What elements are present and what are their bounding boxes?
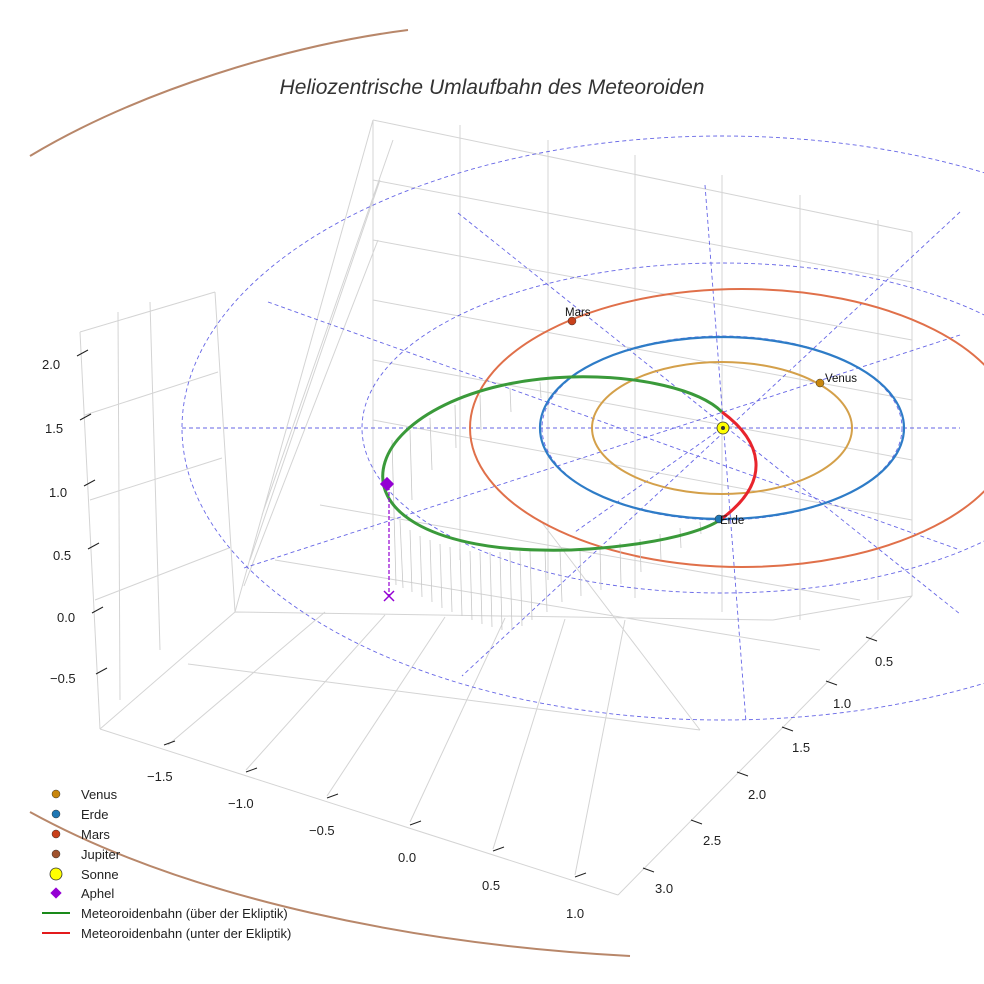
venus-marker [815, 378, 825, 388]
axis-tick-marks [76, 349, 878, 878]
y-tick-label: 1.5 [792, 740, 810, 755]
ecliptic-grid [181, 135, 984, 723]
jupiter-orbit [29, 811, 631, 957]
x-tick-label: −1.0 [228, 796, 254, 811]
x-tick-label: −0.5 [309, 823, 335, 838]
meteoroid-orbit-above [381, 375, 724, 552]
ecliptic-spoke [267, 301, 961, 551]
legend-marker-venus [51, 789, 61, 799]
legend-label: Mars [81, 827, 110, 842]
legend-label: Sonne [81, 867, 119, 882]
x-tick-label: −1.5 [147, 769, 173, 784]
legend-label: Erde [81, 807, 108, 822]
z-tick-labels: 2.0 1.5 1.0 0.5 0.0 −0.5 [42, 357, 76, 686]
x-tick-labels: −1.5 −1.0 −0.5 0.0 0.5 1.0 [147, 769, 584, 921]
mars-label: Mars [565, 307, 591, 319]
earth-marker [714, 514, 724, 524]
chart-title: Heliozentrische Umlaufbahn des Meteoroid… [280, 76, 705, 99]
earth-label: Erde [720, 515, 744, 527]
ecliptic-spoke [704, 184, 747, 723]
z-tick-label: 1.0 [49, 485, 67, 500]
planet-markers: Venus Erde Mars [565, 307, 857, 527]
y-tick-label: 3.0 [655, 881, 673, 896]
x-tick-label: 0.5 [482, 878, 500, 893]
ecliptic-spoke [243, 334, 961, 569]
back-wall-grid [234, 119, 913, 620]
aphel-marker [379, 476, 395, 492]
drop-lines [391, 381, 702, 631]
legend: Venus Erde Mars Jupiter Sonne Aphel Mete… [42, 787, 291, 941]
y-tick-label: 2.0 [748, 787, 766, 802]
ecliptic-spoke [461, 211, 961, 677]
z-tick-label: 0.5 [53, 548, 71, 563]
y-tick-label: 2.5 [703, 833, 721, 848]
meteoroid-orbit-below [719, 410, 758, 522]
axes-panes [79, 119, 913, 896]
meteoroid-orbit [379, 375, 758, 631]
jupiter-orbit [29, 29, 409, 157]
ecliptic-spoke [457, 212, 961, 615]
mars-orbit [469, 288, 984, 568]
x-tick-label: 1.0 [566, 906, 584, 921]
floor-grid [99, 504, 913, 896]
legend-marker-sun [49, 867, 63, 881]
sun-core [721, 426, 725, 430]
venus-orbit [591, 361, 853, 495]
z-tick-label: 0.0 [57, 610, 75, 625]
y-tick-label: 0.5 [875, 654, 893, 669]
legend-label: Aphel [81, 886, 114, 901]
x-tick-label: 0.0 [398, 850, 416, 865]
legend-marker-jupiter [51, 849, 61, 859]
z-tick-label: 1.5 [45, 421, 63, 436]
ecliptic-spoke [574, 427, 723, 533]
ecliptic-ring-outer [181, 135, 984, 721]
legend-marker-mars [51, 829, 61, 839]
venus-label: Venus [825, 373, 857, 385]
z-tick-label: 2.0 [42, 357, 60, 372]
mars-marker [567, 316, 577, 326]
legend-label: Jupiter [81, 847, 121, 862]
legend-marker-aphel [50, 887, 62, 899]
legend-label: Meteoroidenbahn (unter der Ekliptik) [81, 926, 291, 941]
left-wall-grid [79, 291, 236, 730]
aphel-projection-cross [383, 590, 395, 602]
legend-label: Meteoroidenbahn (über der Ekliptik) [81, 906, 288, 921]
z-tick-label: −0.5 [50, 671, 76, 686]
y-tick-label: 1.0 [833, 696, 851, 711]
y-tick-labels: 0.5 1.0 1.5 2.0 2.5 3.0 [655, 654, 893, 896]
legend-marker-earth [51, 809, 61, 819]
legend-label: Venus [81, 787, 118, 802]
planet-orbits [29, 29, 984, 957]
